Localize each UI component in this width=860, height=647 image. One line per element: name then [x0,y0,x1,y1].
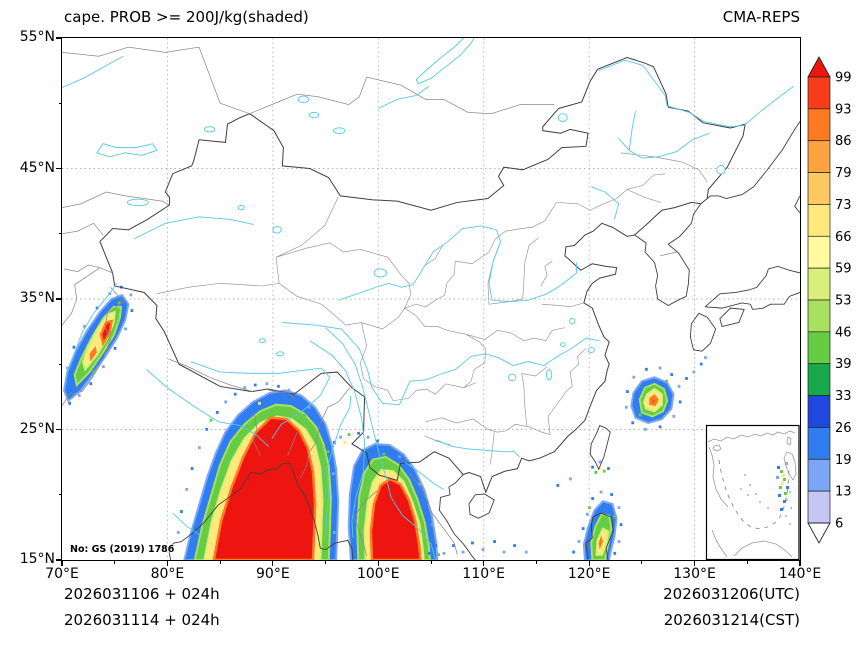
colorbar-label: 79 [835,166,852,181]
colorbar-label: 93 [835,102,852,117]
colorbar-label: 53 [835,293,852,308]
colorbar-label: 66 [835,230,852,245]
map-canvas [62,38,800,560]
model-name: CMA-REPS [722,8,800,26]
x-minor-tick [325,560,327,564]
coastlines [168,122,800,560]
y-tick [56,167,62,170]
footer-valid-utc: 2026031206(UTC) [663,585,800,603]
x-tick [166,560,169,566]
colorbar-label: 46 [835,325,852,340]
colorbar-label: 86 [835,134,852,149]
y-tick-label: 15°N [19,551,55,567]
colorbar: 99 93 86 79 73 66 59 53 46 39 33 26 19 13 6 [807,56,852,544]
colorbar-label: 26 [835,421,852,436]
map-license: No: GS (2019) 1786 [70,544,175,555]
x-minor-tick [746,560,748,564]
province-borders [157,153,707,465]
lakes [97,38,725,381]
x-minor-tick [219,560,221,564]
colorbar-label: 13 [835,485,852,500]
x-tick [799,560,801,566]
x-tick [483,560,485,566]
x-tick [61,560,63,566]
y-tick [56,37,62,39]
national-borders [100,58,745,493]
geography [62,38,800,560]
y-tick-label: 45°N [19,159,55,176]
y-tick [56,428,62,431]
y-tick-label: 55°N [19,29,55,45]
colorbar-label: 39 [835,357,852,372]
y-tick-label: 25°N [19,420,55,437]
y-tick [56,298,62,300]
x-minor-tick [114,560,116,564]
x-tick-label: 120°E [567,566,611,582]
rivers [62,56,794,558]
x-tick [588,560,590,566]
x-tick [272,560,274,566]
colorbar-label: 6 [835,516,843,531]
footer-init-cst: 2026031114 + 024h [64,611,220,629]
x-tick [377,560,379,566]
chart-title: cape. PROB >= 200J/kg(shaded) [64,8,309,26]
colorbar-label: 99 [835,71,852,86]
x-tick-label: 110°E [462,566,505,582]
y-minor-tick [58,102,62,104]
inset-south-china-sea [705,424,800,560]
x-tick-label: 140°E [778,566,822,582]
x-minor-tick [535,560,537,564]
x-tick-label: 100°E [356,566,400,582]
x-tick-label: 130°E [673,566,716,582]
x-minor-tick [430,560,432,564]
x-tick-label: 80°E [150,566,185,582]
colorbar-label: 59 [835,262,852,277]
colorbar-label: 19 [835,453,852,468]
y-minor-tick [58,363,62,365]
footer-valid-cst: 2026031214(CST) [663,611,800,629]
x-tick-label: 70°E [45,566,79,582]
y-minor-tick [58,233,62,235]
x-tick-label: 90°E [256,566,290,582]
colorbar-label: 33 [835,389,852,404]
colorbar-container: 99 93 86 79 73 66 59 53 46 39 33 26 19 13 6 [804,55,860,555]
y-minor-tick [58,494,62,496]
probability-shading [64,286,707,560]
footer-init-utc: 2026031106 + 024h [64,585,220,603]
x-minor-tick [641,560,643,564]
y-tick [56,559,62,561]
foreign-borders [62,47,677,556]
x-tick [693,560,696,566]
colorbar-label: 73 [835,198,852,213]
y-tick-label: 35°N [19,290,55,306]
